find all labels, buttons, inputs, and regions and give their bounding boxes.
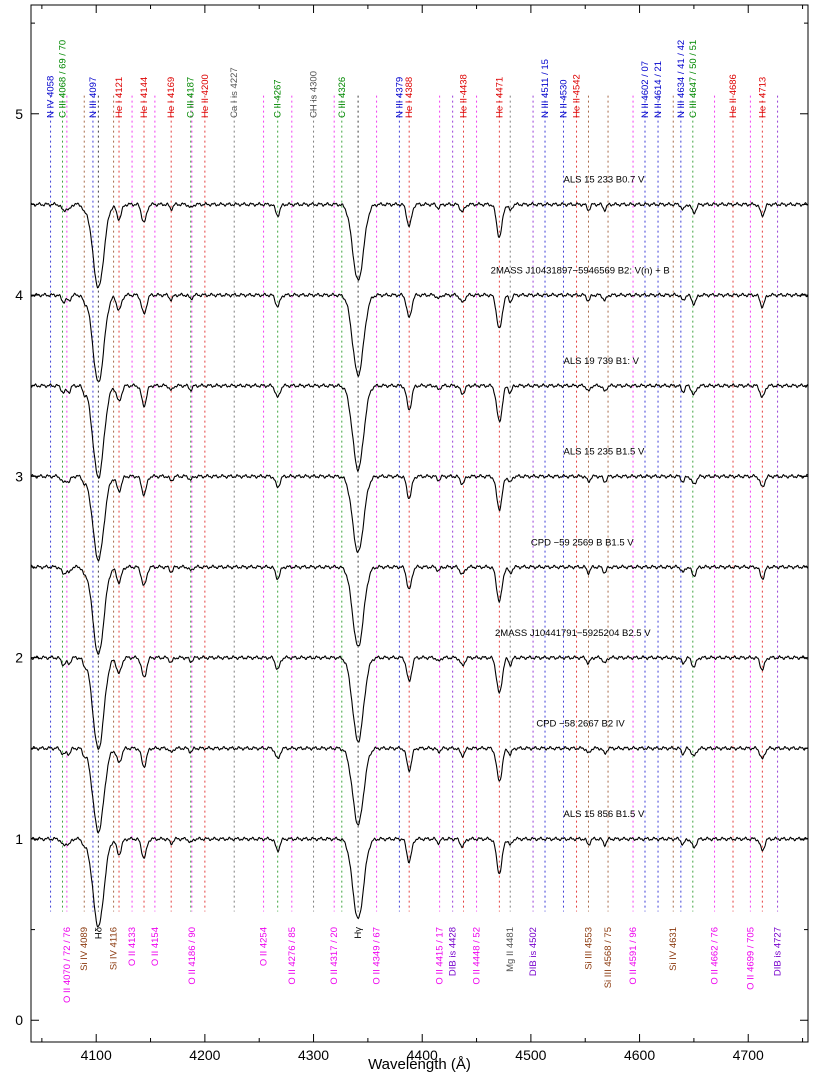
top-line-label: N III 4634 / 41 / 42 [676, 40, 687, 118]
bottom-line-label: O II 4186 / 90 [187, 927, 198, 985]
bottom-line-label: O II 4254 [259, 927, 270, 966]
spectrum-line [30, 201, 808, 289]
top-line-label: N III 4511 / 15 [540, 59, 551, 118]
y-tick-label: 1 [15, 831, 23, 847]
x-tick-label: 4200 [189, 1047, 220, 1063]
bottom-line-label: O II 4448 / 52 [472, 927, 483, 985]
top-line-label: He I 4713 [757, 77, 768, 118]
top-line-label: Ca I is 4227 [229, 67, 240, 118]
x-axis-label: Wavelength (Å) [368, 1056, 471, 1073]
line-markers [50, 95, 779, 912]
y-tick-label: 5 [15, 106, 23, 122]
spectra-group: ALS 15 233 B0.7 V 2MASS J10431897−5946569… [30, 175, 809, 928]
bottom-line-label: Si IV 4116 [109, 927, 120, 970]
bottom-line-label: Hγ [353, 927, 364, 939]
top-line-label: N II 4602 / 07 [640, 61, 651, 118]
bottom-line-label: O II 4317 / 20 [329, 927, 340, 985]
spectrum-line [30, 292, 809, 382]
top-line-label: He I 4169 [166, 77, 177, 118]
spectrum-label: 2MASS J10431897−5946569 B2: V(n) + B [491, 265, 670, 276]
bottom-line-label: DIB is 4727 [773, 927, 784, 976]
top-line-label: He I 4144 [139, 77, 150, 118]
top-line-label: He II 4200 [200, 74, 211, 118]
top-line-label: N II 4614 / 21 [653, 61, 664, 118]
spectrum-label: CPD −59 2569 B B1.5 V [531, 537, 634, 548]
bottom-line-label: O II 4276 / 85 [287, 927, 298, 985]
spectrum-label: ALS 15 856 B1.5 V [563, 809, 644, 820]
bottom-line-label: O II 4070 / 72 / 76 [62, 927, 73, 1003]
spectrum-label: ALS 19 739 B1: V [563, 356, 639, 367]
y-tick-label: 0 [15, 1012, 23, 1028]
axis-ticks: 4100 4200 4300 4400 4500 4600 4700 0 1 2 3 4 5 [15, 5, 808, 1063]
x-tick-label: 4700 [733, 1047, 764, 1063]
x-tick-label: 4500 [515, 1047, 546, 1063]
top-line-label: C II 4267 [273, 79, 284, 118]
top-line-label: C III 4326 [337, 77, 348, 118]
x-tick-label: 4100 [81, 1047, 112, 1063]
top-line-label: C III 4187 [186, 77, 197, 118]
y-tick-label: 4 [15, 287, 23, 303]
plot-frame [30, 4, 809, 1043]
line-labels: N IV 4058 C III 4068 / 69 / 70 N III 4097 H… [46, 40, 784, 1003]
y-tick-label: 2 [15, 650, 23, 666]
bottom-line-label: O II 4133 [127, 927, 138, 966]
spectrum-line [30, 564, 809, 656]
bottom-line-label: Si III 4553 [583, 927, 594, 970]
bottom-line-label: O II 4662 / 76 [710, 927, 721, 985]
top-line-label: N II 4530 [558, 79, 569, 118]
bottom-line-label: Si III 4568 / 75 [603, 927, 614, 988]
bottom-line-label: O II 4591 / 96 [628, 927, 639, 985]
top-line-label: He I 4471 [494, 77, 505, 118]
bottom-line-label: O II 4415 / 17 [435, 927, 446, 985]
spectrum-label: ALS 15 235 B1.5 V [563, 447, 644, 458]
bottom-line-label: Hδ [93, 927, 104, 939]
top-line-label: He II 4542 [572, 74, 583, 118]
spectrum-label: 2MASS J10441791−5925204 B2.5 V [495, 628, 651, 639]
bottom-line-label: O II 4699 / 705 [745, 927, 756, 990]
bottom-line-label: Mg II 4481 [505, 927, 516, 972]
top-line-label: He I 4121 [114, 77, 125, 118]
top-line-label: N III 4379 [394, 77, 405, 118]
top-line-label: N III 4097 [88, 77, 99, 118]
top-line-label: N IV 4058 [46, 76, 57, 118]
x-tick-label: 4600 [624, 1047, 655, 1063]
spectrum-line [30, 836, 808, 928]
top-line-label: He II 4438 [459, 74, 470, 118]
x-tick-label: 4400 [407, 1047, 438, 1063]
y-tick-label: 3 [15, 468, 23, 484]
bottom-line-label: O II 4154 [150, 927, 161, 966]
top-line-label: C III 4068 / 69 / 70 [58, 40, 69, 118]
bottom-line-label: Si IV 4631 [668, 927, 679, 971]
bottom-line-label: DIB is 4502 [528, 927, 539, 976]
top-line-label: C III 4647 / 50 / 51 [688, 40, 699, 118]
spectrum-label: ALS 15 233 B0.7 V [563, 175, 644, 186]
top-line-label: He I 4388 [404, 77, 415, 118]
spectrum-line [30, 655, 808, 751]
top-line-label: He II 4686 [728, 74, 739, 118]
spectrum-line [30, 745, 808, 834]
spectrum-line [30, 383, 809, 480]
bottom-line-label: Si IV 4089 [79, 927, 90, 971]
bottom-line-label: DIB is 4428 [448, 927, 459, 976]
top-line-label: CH is 4300 [309, 71, 320, 118]
spectrum-line [30, 473, 808, 562]
x-tick-label: 4300 [298, 1047, 329, 1063]
spectrum-label: CPD −58 2667 B2 IV [536, 719, 625, 730]
bottom-line-label: O II 4349 / 67 [372, 927, 383, 985]
